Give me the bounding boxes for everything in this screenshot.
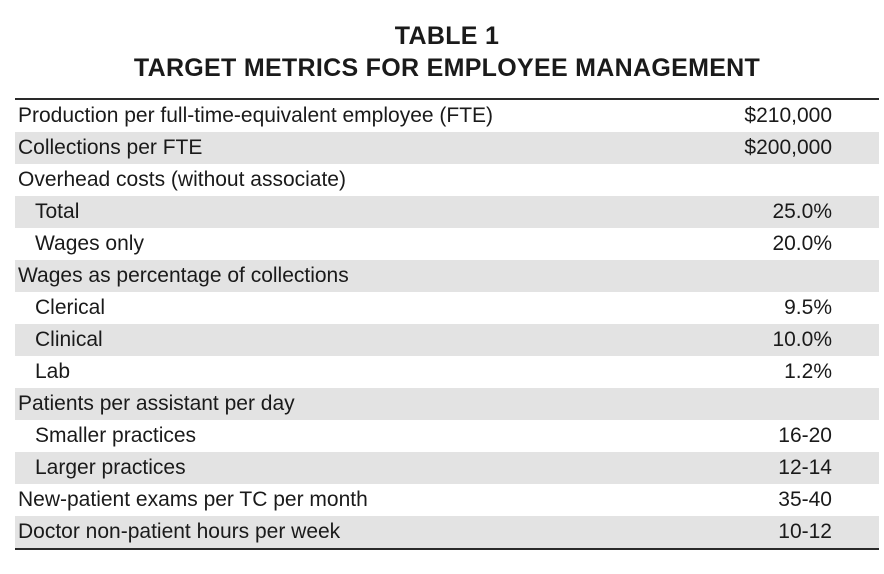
row-label: Lab (35, 360, 71, 383)
row-label: Patients per assistant per day (18, 392, 295, 415)
table-row: Overhead costs (without associate) (15, 164, 879, 196)
row-label: Overhead costs (without associate) (18, 168, 346, 191)
table-number: TABLE 1 (394, 22, 500, 50)
table-subrow: Clerical 9.5% (15, 292, 879, 324)
table-subrow: Larger practices 12-14 (15, 452, 879, 484)
row-value: 35-40 (778, 488, 832, 511)
row-value: $210,000 (744, 104, 832, 127)
table-subrow: Smaller practices 16-20 (15, 420, 879, 452)
table-subrow: Lab 1.2% (15, 356, 879, 388)
table-subrow: Total 25.0% (15, 196, 879, 228)
table-row: Production per full-time-equivalent empl… (15, 100, 879, 132)
row-label: Larger practices (35, 456, 186, 479)
row-label: Clerical (35, 296, 106, 319)
row-value: 9.5% (784, 296, 832, 319)
row-label: Clinical (35, 328, 103, 351)
table-row: Patients per assistant per day (15, 388, 879, 420)
table-row: New-patient exams per TC per month 35-40 (15, 484, 879, 516)
row-value: 20.0% (772, 232, 832, 255)
row-value: 1.2% (784, 360, 832, 383)
row-label: Smaller practices (35, 424, 197, 447)
table-subrow: Wages only 20.0% (15, 228, 879, 260)
row-value: 10.0% (772, 328, 832, 351)
row-label: Total (35, 200, 80, 223)
top-rule (15, 98, 879, 100)
table-row: Doctor non-patient hours per week 10-12 (15, 516, 879, 548)
row-label: Production per full-time-equivalent empl… (18, 104, 494, 127)
row-label: Wages only (35, 232, 144, 255)
row-label: New-patient exams per TC per month (18, 488, 368, 511)
table-heading: TARGET METRICS FOR EMPLOYEE MANAGEMENT (133, 54, 761, 82)
table-title: TABLE 1 TARGET METRICS FOR EMPLOYEE MANA… (0, 20, 884, 84)
table-row: Collections per FTE $200,000 (15, 132, 879, 164)
row-label: Doctor non-patient hours per week (18, 520, 341, 543)
table-subrow: Clinical 10.0% (15, 324, 879, 356)
row-label: Collections per FTE (18, 136, 203, 159)
row-value: 25.0% (772, 200, 832, 223)
table-row: Wages as percentage of collections (15, 260, 879, 292)
row-value: $200,000 (744, 136, 832, 159)
table-body: Production per full-time-equivalent empl… (15, 100, 879, 548)
bottom-rule (15, 548, 879, 550)
row-value: 12-14 (778, 456, 832, 479)
row-value: 10-12 (778, 520, 832, 543)
row-label: Wages as percentage of collections (18, 264, 349, 287)
row-value: 16-20 (778, 424, 832, 447)
metrics-table: Production per full-time-equivalent empl… (15, 98, 879, 550)
